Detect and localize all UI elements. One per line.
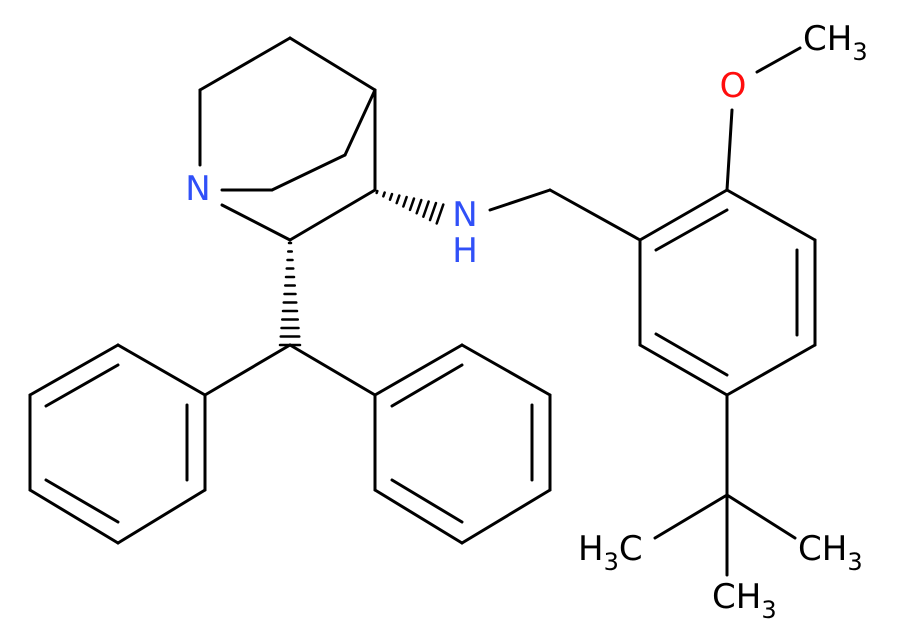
atom-label: CH3 <box>712 577 777 624</box>
hash-line <box>402 195 408 208</box>
hash-line <box>395 194 401 205</box>
label-part: C <box>619 529 643 569</box>
label-part: H <box>578 529 604 569</box>
atom-label: N <box>452 195 477 235</box>
hash-line <box>415 198 423 215</box>
label-subscript: 3 <box>761 596 776 624</box>
label-subscript: 3 <box>852 38 867 66</box>
bonds <box>28 36 817 577</box>
hash-line <box>408 197 416 212</box>
atom-label: CH3 <box>803 19 868 66</box>
atom-label: CH3 <box>798 529 863 576</box>
hash-line <box>435 203 445 225</box>
atom-label: O <box>720 66 747 106</box>
label-part: CH <box>803 19 852 59</box>
hash-line <box>388 192 394 201</box>
label-subscript: 3 <box>847 548 862 576</box>
label-subscript: 3 <box>604 548 619 576</box>
atom-label: H3C <box>578 529 643 576</box>
hash-line <box>375 189 379 195</box>
hash-line <box>422 200 430 218</box>
label-part: CH <box>798 529 847 569</box>
atom-label: N <box>185 169 210 209</box>
hash-line <box>382 191 386 198</box>
atom-label: H <box>452 231 478 271</box>
hashed-wedges <box>278 189 445 347</box>
label-part: CH <box>712 577 761 617</box>
hash-line <box>428 201 438 222</box>
